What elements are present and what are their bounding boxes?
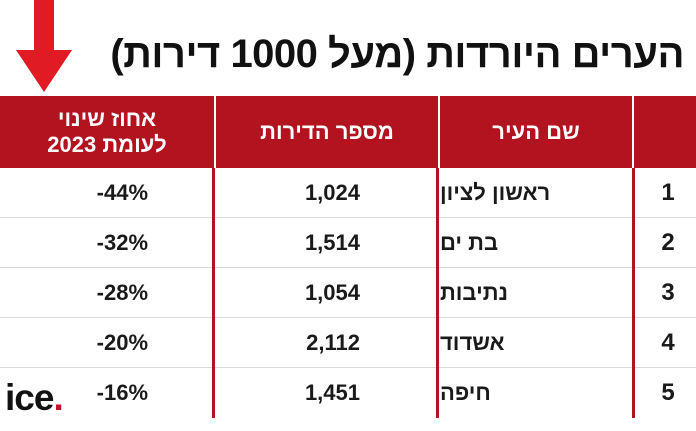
row-divider: [0, 317, 696, 318]
row-change: -32%: [96, 230, 148, 255]
row-city: נתיבות: [440, 280, 508, 305]
header-change: אחוז שינוי לעומת 2023: [0, 96, 214, 168]
row-apartments: 1,514: [304, 230, 360, 255]
row-rank: 4: [661, 329, 675, 356]
row-change: -28%: [96, 280, 148, 305]
row-apartments: 1,024: [304, 180, 360, 205]
table-row: 2 בת ים 1,514 -32%: [0, 218, 696, 268]
table-row: 1 ראשון לציון 1,024 -44%: [0, 168, 696, 218]
row-rank: 2: [661, 229, 675, 256]
row-city: חיפה: [440, 380, 491, 405]
row-apartments: 2,112: [306, 330, 360, 355]
logo-dot: .: [53, 377, 63, 418]
table-header: שם העיר מספר הדירות אחוז שינוי לעומת 202…: [0, 96, 696, 168]
row-apartments: 1,451: [304, 380, 360, 405]
row-city: בת ים: [440, 230, 499, 255]
column-divider: [212, 168, 215, 418]
row-divider: [0, 267, 696, 268]
header-apartments: מספר הדירות: [260, 119, 394, 144]
row-divider: [0, 217, 696, 218]
header-change-line1: אחוז שינוי: [57, 106, 157, 131]
column-divider: [436, 168, 439, 418]
table-row: 4 אשדוד 2,112 -20%: [0, 318, 696, 368]
header-divider: [214, 96, 216, 168]
row-change: -44%: [96, 180, 148, 205]
row-rank: 3: [661, 279, 675, 306]
header-divider: [632, 96, 634, 168]
row-divider: [0, 367, 696, 368]
row-city: ראשון לציון: [440, 180, 551, 205]
header-change-line2: לעומת 2023: [47, 132, 167, 157]
down-arrow-icon: [16, 0, 72, 92]
ice-logo: ice.: [5, 377, 64, 418]
table-body: 1 ראשון לציון 1,024 -44% 2 בת ים 1,514 -…: [0, 168, 696, 418]
column-divider: [632, 168, 635, 418]
table-row: 3 נתיבות 1,054 -28%: [0, 268, 696, 318]
row-rank: 5: [661, 379, 675, 406]
table-row: 5 חיפה 1,451 -16%: [0, 368, 696, 418]
row-rank: 1: [661, 179, 675, 206]
logo-text: ice: [5, 377, 54, 418]
row-city: אשדוד: [440, 330, 505, 355]
header-divider: [438, 96, 440, 168]
row-apartments: 1,054: [304, 280, 360, 305]
page-title: הערים היורדות (מעל 1000 דירות): [110, 32, 684, 76]
row-change: -16%: [96, 380, 148, 405]
row-change: -20%: [96, 330, 148, 355]
header-city: שם העיר: [492, 119, 580, 144]
